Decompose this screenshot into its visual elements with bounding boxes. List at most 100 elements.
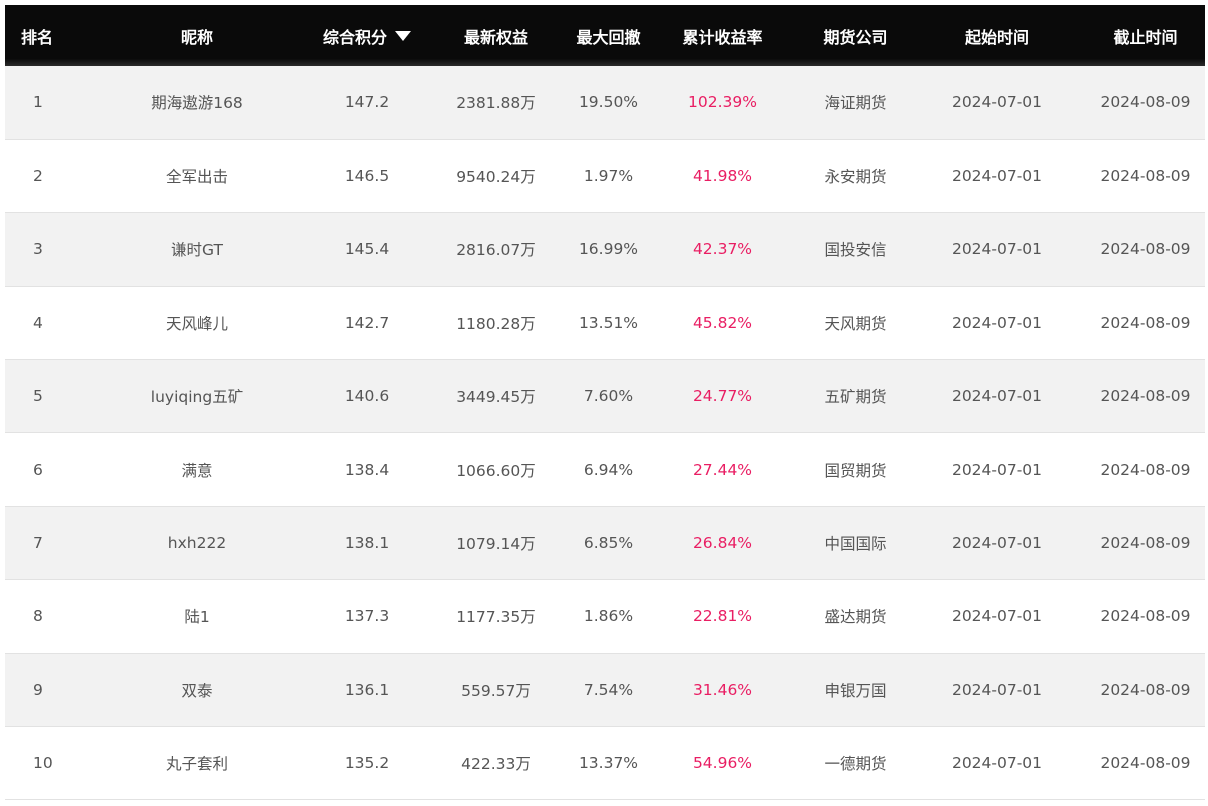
cell-end: 2024-08-09 <box>1100 387 1191 406</box>
cell-start: 2024-07-01 <box>951 387 1043 406</box>
header-start[interactable]: 起始时间 <box>964 27 1029 47</box>
cell-rank: 5 <box>33 387 43 406</box>
cell-drawdown: 13.37% <box>578 754 639 773</box>
cell-end: 2024-08-09 <box>1100 607 1191 626</box>
cell-equity: 2381.88万 <box>456 94 536 113</box>
header-score-label: 综合积分 <box>322 27 387 47</box>
cell-drawdown: 16.99% <box>578 240 639 259</box>
cell-return: 27.44% <box>692 460 753 479</box>
header-equity[interactable]: 最新权益 <box>463 27 528 47</box>
cell-equity: 559.57万 <box>461 681 531 700</box>
table-row[interactable]: 4 天风峰儿 142.7 1180.28万 13.51% 45.82% 天风期货… <box>5 286 1205 360</box>
cell-nickname[interactable]: luyiqing五矿 <box>150 388 244 407</box>
cell-rank: 8 <box>33 607 43 626</box>
table-row[interactable]: 5 luyiqing五矿 140.6 3449.45万 7.60% 24.77%… <box>5 359 1205 433</box>
cell-start: 2024-07-01 <box>951 680 1043 699</box>
cell-equity: 9540.24万 <box>456 168 536 187</box>
table-body: 1 期海遨游168 147.2 2381.88万 19.50% 102.39% … <box>5 66 1205 800</box>
cell-company: 盛达期货 <box>824 608 887 627</box>
cell-nickname[interactable]: 全军出击 <box>165 168 228 187</box>
cell-score: 142.7 <box>344 313 390 332</box>
cell-nickname[interactable]: 满意 <box>181 461 213 480</box>
table-row[interactable]: 7 hxh222 138.1 1079.14万 6.85% 26.84% 中国国… <box>5 506 1205 580</box>
cell-start: 2024-07-01 <box>951 607 1043 626</box>
cell-start: 2024-07-01 <box>951 240 1043 259</box>
header-company[interactable]: 期货公司 <box>823 27 888 47</box>
header-score[interactable]: 综合积分 <box>317 5 417 66</box>
table-header: 排名 昵称 综合积分 最新权益 最大回撤 累计收益率 期货公司 起始时间 截止时… <box>5 5 1205 66</box>
cell-start: 2024-07-01 <box>951 93 1043 112</box>
cell-end: 2024-08-09 <box>1100 167 1191 186</box>
table-row[interactable]: 2 全军出击 146.5 9540.24万 1.97% 41.98% 永安期货 … <box>5 139 1205 213</box>
cell-rank: 2 <box>33 167 43 186</box>
cell-drawdown: 6.85% <box>583 534 634 553</box>
cell-nickname[interactable]: 谦时GT <box>171 241 223 260</box>
cell-nickname[interactable]: 陆1 <box>184 608 210 627</box>
cell-nickname[interactable]: 双泰 <box>181 681 213 700</box>
cell-equity: 3449.45万 <box>456 388 536 407</box>
cell-nickname[interactable]: 天风峰儿 <box>165 314 228 333</box>
header-end[interactable]: 截止时间 <box>1113 27 1178 47</box>
cell-company: 申银万国 <box>824 681 887 700</box>
cell-company: 天风期货 <box>824 314 887 333</box>
header-rank[interactable]: 排名 <box>21 27 54 47</box>
table-row[interactable]: 6 满意 138.4 1066.60万 6.94% 27.44% 国贸期货 20… <box>5 432 1205 507</box>
cell-equity: 2816.07万 <box>456 241 536 260</box>
cell-start: 2024-07-01 <box>951 167 1043 186</box>
cell-return: 54.96% <box>692 754 753 773</box>
header-drawdown[interactable]: 最大回撤 <box>576 27 641 47</box>
cell-drawdown: 6.94% <box>583 460 634 479</box>
cell-return: 42.37% <box>692 240 753 259</box>
caret-down-icon[interactable] <box>395 30 411 41</box>
cell-score: 145.4 <box>344 240 390 259</box>
table-row[interactable]: 8 陆1 137.3 1177.35万 1.86% 22.81% 盛达期货 20… <box>5 579 1205 654</box>
cell-start: 2024-07-01 <box>951 460 1043 479</box>
cell-return: 24.77% <box>692 387 753 406</box>
cell-return: 102.39% <box>688 93 757 112</box>
cell-company: 中国国际 <box>824 535 887 554</box>
cell-score: 138.4 <box>344 460 390 479</box>
cell-return: 45.82% <box>692 313 753 332</box>
cell-drawdown: 19.50% <box>578 93 639 112</box>
cell-end: 2024-08-09 <box>1100 534 1191 553</box>
header-nickname[interactable]: 昵称 <box>180 27 213 47</box>
cell-company: 国投安信 <box>824 241 887 260</box>
table-row[interactable]: 10 丸子套利 135.2 422.33万 13.37% 54.96% 一德期货… <box>5 726 1205 800</box>
cell-rank: 6 <box>33 460 43 479</box>
cell-score: 140.6 <box>344 387 390 406</box>
table-row[interactable]: 1 期海遨游168 147.2 2381.88万 19.50% 102.39% … <box>5 66 1205 140</box>
table-row[interactable]: 9 双泰 136.1 559.57万 7.54% 31.46% 申银万国 202… <box>5 653 1205 727</box>
cell-rank: 4 <box>33 313 43 332</box>
cell-end: 2024-08-09 <box>1100 313 1191 332</box>
cell-drawdown: 7.60% <box>583 387 634 406</box>
cell-start: 2024-07-01 <box>951 313 1043 332</box>
cell-rank: 3 <box>33 240 43 259</box>
cell-score: 135.2 <box>344 754 390 773</box>
cell-nickname[interactable]: 丸子套利 <box>165 755 228 774</box>
cell-equity: 1177.35万 <box>456 608 536 627</box>
cell-equity: 1066.60万 <box>456 461 536 480</box>
cell-drawdown: 13.51% <box>578 313 639 332</box>
cell-return: 22.81% <box>692 607 753 626</box>
cell-start: 2024-07-01 <box>951 534 1043 553</box>
cell-end: 2024-08-09 <box>1100 754 1191 773</box>
cell-drawdown: 1.97% <box>583 167 634 186</box>
cell-equity: 1180.28万 <box>456 314 536 333</box>
cell-return: 26.84% <box>692 534 753 553</box>
cell-rank: 7 <box>33 534 43 553</box>
cell-company: 永安期货 <box>824 168 887 187</box>
cell-company: 海证期货 <box>824 94 887 113</box>
header-return[interactable]: 累计收益率 <box>682 27 763 47</box>
table-row[interactable]: 3 谦时GT 145.4 2816.07万 16.99% 42.37% 国投安信… <box>5 212 1205 287</box>
cell-rank: 9 <box>33 680 43 699</box>
cell-nickname[interactable]: hxh222 <box>167 534 227 553</box>
cell-score: 138.1 <box>344 534 390 553</box>
cell-company: 五矿期货 <box>824 388 887 407</box>
ranking-table-container: 排名 昵称 综合积分 最新权益 最大回撤 累计收益率 期货公司 起始时间 截止时… <box>5 5 1205 805</box>
cell-end: 2024-08-09 <box>1100 460 1191 479</box>
cell-end: 2024-08-09 <box>1100 240 1191 259</box>
cell-rank: 10 <box>33 754 53 773</box>
cell-start: 2024-07-01 <box>951 754 1043 773</box>
cell-nickname[interactable]: 期海遨游168 <box>151 94 243 113</box>
cell-equity: 1079.14万 <box>456 535 536 554</box>
